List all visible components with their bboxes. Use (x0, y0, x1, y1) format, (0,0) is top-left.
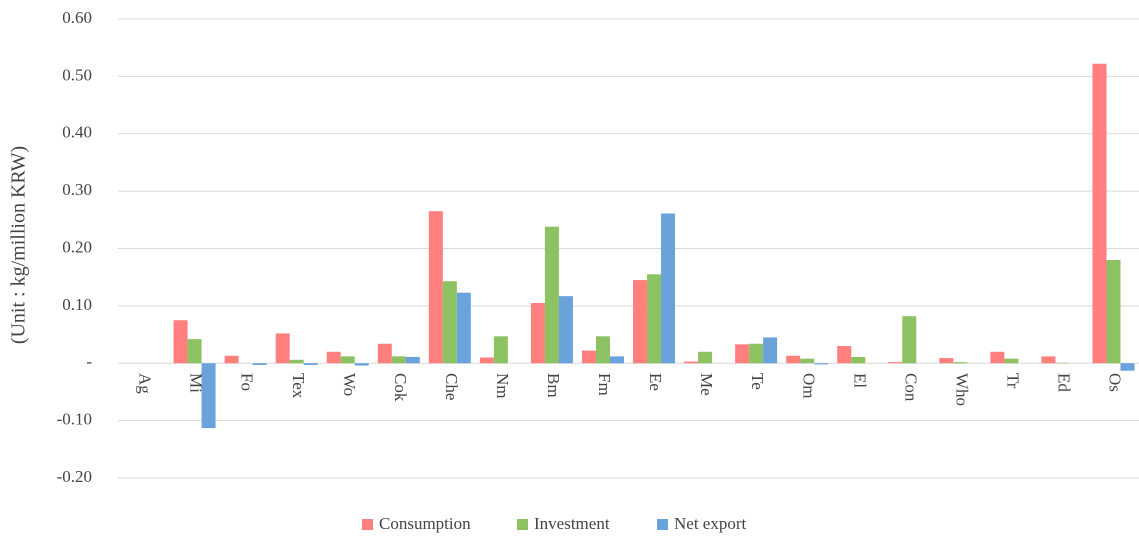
bar (1055, 362, 1070, 364)
bar (837, 346, 852, 364)
y-axis-label: (Unit : kg/million KRW) (8, 146, 30, 344)
bar (1106, 259, 1121, 364)
bar (456, 292, 471, 364)
bar (289, 359, 304, 364)
x-tick-label: Ed (1055, 373, 1074, 392)
x-tick-label: Ee (646, 373, 665, 391)
bar (1004, 358, 1019, 364)
x-tick-label: Bm (544, 373, 563, 398)
legend-swatch (517, 519, 528, 530)
bar (763, 337, 778, 364)
bar (749, 343, 764, 364)
bar (326, 351, 341, 364)
bar (558, 296, 573, 364)
bar (201, 363, 216, 429)
bar (173, 320, 188, 364)
bar (1041, 356, 1056, 364)
bar (493, 336, 508, 364)
y-tick-label: - (86, 352, 92, 371)
x-tick-label: Mi (187, 373, 206, 393)
bar (595, 336, 610, 364)
y-tick-label: 0.20 (62, 237, 92, 256)
y-tick-label: 0.50 (62, 65, 92, 84)
bar (275, 333, 290, 364)
bar (530, 303, 545, 364)
x-tick-label: Cok (391, 373, 410, 402)
legend-swatch (362, 519, 373, 530)
bar (442, 281, 457, 364)
x-tick-label: Nm (493, 373, 512, 399)
bar (377, 343, 392, 364)
bar (647, 274, 662, 364)
x-tick-label: Os (1106, 373, 1125, 392)
bar (428, 211, 443, 364)
bar (990, 351, 1005, 364)
legend-label: Investment (534, 514, 610, 533)
bar (814, 363, 829, 365)
bar (633, 280, 648, 364)
bar (609, 356, 624, 364)
x-tick-label: Ag (136, 373, 155, 394)
bar (354, 363, 369, 366)
bar (252, 363, 267, 365)
bar (888, 362, 903, 364)
x-tick-label: Tr (1003, 373, 1022, 389)
bar (851, 356, 866, 364)
y-tick-label: 0.60 (62, 8, 92, 27)
x-tick-label: Fo (238, 373, 257, 391)
bar (698, 351, 713, 364)
bar (735, 344, 750, 364)
bar (479, 357, 494, 364)
bar (684, 361, 699, 364)
x-tick-label: Wo (340, 373, 359, 396)
y-tick-label: 0.10 (62, 295, 92, 314)
x-tick-label: Me (697, 373, 716, 396)
y-tick-label: 0.40 (62, 123, 92, 142)
x-tick-label: Tex (289, 373, 308, 399)
bar (902, 316, 917, 364)
legend-label: Net export (674, 514, 747, 533)
bar (800, 358, 815, 364)
bar (786, 355, 801, 364)
x-tick-label: Te (748, 373, 767, 390)
bar (661, 213, 676, 364)
bar (1120, 363, 1135, 371)
bar (953, 362, 968, 364)
bar (303, 363, 318, 365)
x-tick-label: Who (952, 373, 971, 406)
y-tick-label: -0.10 (57, 410, 92, 429)
bar (340, 356, 355, 364)
y-tick-label: 0.30 (62, 180, 92, 199)
legend-label: Consumption (379, 514, 471, 533)
bar (224, 355, 239, 364)
bar (405, 356, 420, 364)
bar (391, 356, 406, 364)
bar (1092, 63, 1107, 364)
bar (939, 358, 954, 364)
x-tick-label: Fm (595, 373, 614, 396)
x-tick-label: El (850, 373, 869, 388)
bar (544, 226, 559, 364)
x-tick-label: Che (442, 373, 461, 400)
bar (187, 339, 202, 364)
x-tick-label: Om (799, 373, 818, 399)
y-tick-label: -0.20 (57, 467, 92, 486)
legend-swatch (657, 519, 668, 530)
bar (581, 350, 596, 364)
x-tick-label: Con (901, 373, 920, 402)
